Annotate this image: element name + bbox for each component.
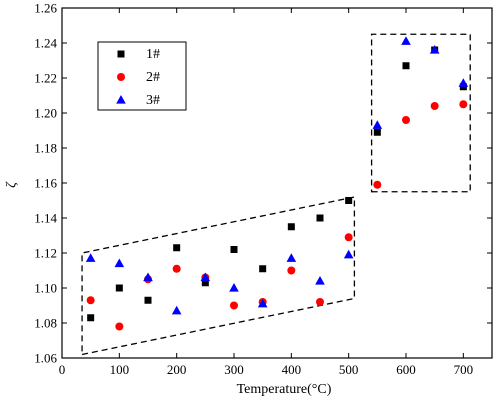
data-point-series-2 [230, 301, 238, 310]
data-point-series-2 [402, 116, 410, 124]
legend-symbol-2 [117, 73, 125, 81]
data-point-series-3 [372, 120, 383, 129]
x-tick-label: 500 [339, 362, 359, 377]
data-point-series-3 [114, 258, 125, 268]
y-tick-label: 1.12 [34, 246, 57, 261]
x-tick-label: 300 [224, 362, 244, 377]
y-tick-label: 1.24 [34, 36, 57, 51]
legend: 1# 2# 3# [97, 41, 187, 111]
legend-symbol-1 [117, 50, 125, 58]
legend-label-2: 2# [146, 70, 160, 85]
y-tick-label: 1.22 [34, 71, 57, 86]
data-point-series-3 [429, 45, 440, 54]
x-axis-title: Temperature(°C) [237, 382, 332, 397]
data-point-series-3 [257, 298, 268, 308]
data-point-series-2 [344, 233, 353, 242]
data-point-series-1 [173, 244, 181, 252]
data-point-series-2 [287, 266, 296, 275]
data-point-series-2 [430, 102, 439, 110]
data-point-series-1 [402, 62, 410, 70]
x-tick-label: 600 [396, 362, 416, 377]
data-point-series-1 [230, 246, 238, 253]
y-axis-title: ζ [4, 181, 19, 188]
data-point-series-3 [85, 253, 96, 262]
data-point-series-2 [115, 322, 124, 331]
dashed-region-1 [81, 196, 356, 356]
y-tick-label: 1.06 [34, 351, 57, 366]
data-point-series-2 [459, 100, 468, 109]
dashed-region-2 [370, 33, 471, 193]
data-point-series-1 [259, 265, 267, 273]
data-point-series-3 [143, 272, 153, 282]
data-point-series-3 [401, 36, 411, 45]
y-tick-label: 1.14 [34, 211, 57, 226]
data-point-series-1 [87, 314, 95, 322]
data-point-series-3 [171, 305, 182, 315]
y-tick-label: 1.20 [34, 106, 57, 121]
y-tick-label: 1.16 [34, 176, 57, 191]
legend-symbol-3 [116, 95, 126, 104]
data-point-series-1 [345, 197, 353, 204]
legend-label-3: 3# [146, 93, 160, 108]
data-point-series-3 [315, 276, 325, 285]
data-point-series-3 [286, 253, 297, 262]
data-point-series-2 [86, 296, 95, 305]
x-tick-label: 100 [110, 362, 130, 377]
y-tick-label: 1.26 [34, 1, 57, 16]
data-point-series-2 [373, 180, 382, 189]
data-point-series-1 [201, 279, 209, 287]
data-point-series-2 [316, 298, 324, 306]
y-tick-label: 1.10 [34, 281, 57, 296]
data-point-series-3 [343, 249, 354, 259]
y-tick-label: 1.18 [34, 141, 57, 156]
data-point-series-1 [115, 284, 123, 292]
data-point-series-1 [144, 296, 152, 304]
x-tick-label: 700 [454, 362, 474, 377]
legend-label-1: 1# [146, 47, 160, 62]
data-point-series-2 [172, 264, 181, 273]
y-tick-label: 1.08 [34, 316, 57, 331]
x-tick-label: 200 [167, 362, 187, 377]
data-point-series-1 [316, 214, 324, 222]
data-point-series-3 [229, 283, 239, 292]
data-point-series-1 [373, 128, 381, 136]
x-tick-label: 0 [59, 362, 66, 377]
data-point-series-3 [200, 272, 211, 282]
data-point-series-1 [287, 223, 295, 231]
data-point-series-3 [458, 78, 469, 87]
legend-box [97, 41, 187, 111]
x-tick-label: 400 [282, 362, 302, 377]
